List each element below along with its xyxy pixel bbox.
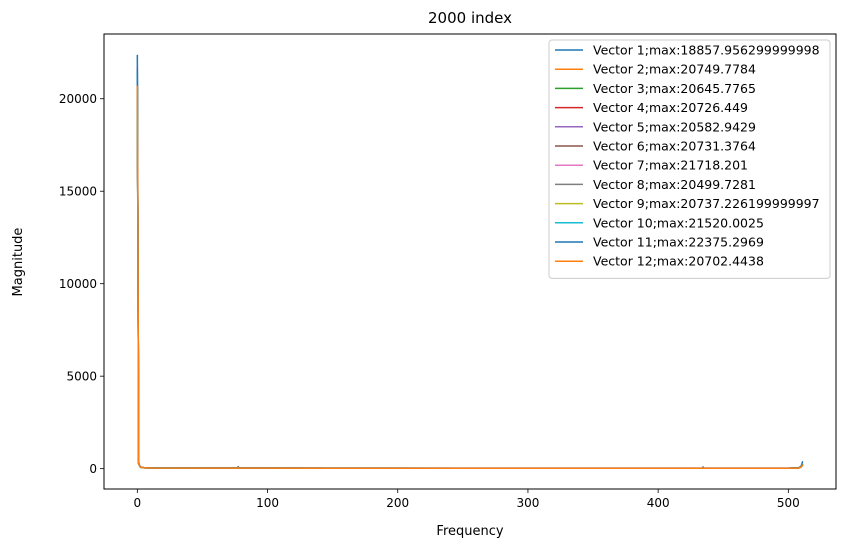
plot-frame (103, 33, 837, 490)
y-tick-label: 0 (89, 462, 97, 476)
legend-entry: Vector 10;max:21520.0025 (593, 215, 764, 230)
legend-entry: Vector 12;max:20702.4438 (593, 254, 764, 269)
y-tick-label: 20000 (59, 92, 97, 106)
legend-entry: Vector 5;max:20582.9429 (593, 119, 756, 134)
y-axis-label: Magnitude (11, 228, 26, 297)
legend-entry: Vector 1;max:18857.956299999998 (593, 43, 820, 58)
x-tick-label: 500 (777, 496, 800, 510)
series-layer (136, 54, 804, 470)
legend-entry: Vector 8;max:20499.7281 (593, 177, 756, 192)
legend-box (548, 39, 831, 279)
x-tick-label: 300 (516, 496, 539, 510)
chart-title: 2000 index (428, 9, 512, 27)
legend-entry: Vector 4;max:20726.449 (593, 100, 748, 115)
legend-entry: Vector 11;max:22375.2969 (593, 235, 764, 250)
x-tick-label: 0 (134, 496, 142, 510)
legend-entry: Vector 2;max:20749.7784 (593, 62, 756, 77)
y-tick-label: 5000 (66, 370, 97, 384)
x-tick-label: 200 (386, 496, 409, 510)
series-line-12 (136, 85, 804, 469)
y-axis-ticks: 0 5000 10000 15000 20000 (59, 92, 104, 476)
y-tick-label: 10000 (59, 277, 97, 291)
legend-entry: Vector 7;max:21718.201 (593, 158, 748, 173)
legend-entry: Vector 3;max:20645.7765 (593, 81, 756, 96)
x-tick-label: 100 (256, 496, 279, 510)
x-axis-label: Frequency (436, 524, 503, 539)
x-axis-ticks: 0 100 200 300 400 500 (134, 489, 800, 510)
x-tick-label: 400 (647, 496, 670, 510)
legend-entry: Vector 6;max:20731.3764 (593, 139, 756, 154)
y-tick-label: 15000 (59, 185, 97, 199)
legend: Vector 1;max:18857.956299999998 Vector 2;… (548, 39, 831, 279)
legend-entry: Vector 9;max:20737.226199999997 (593, 196, 820, 211)
